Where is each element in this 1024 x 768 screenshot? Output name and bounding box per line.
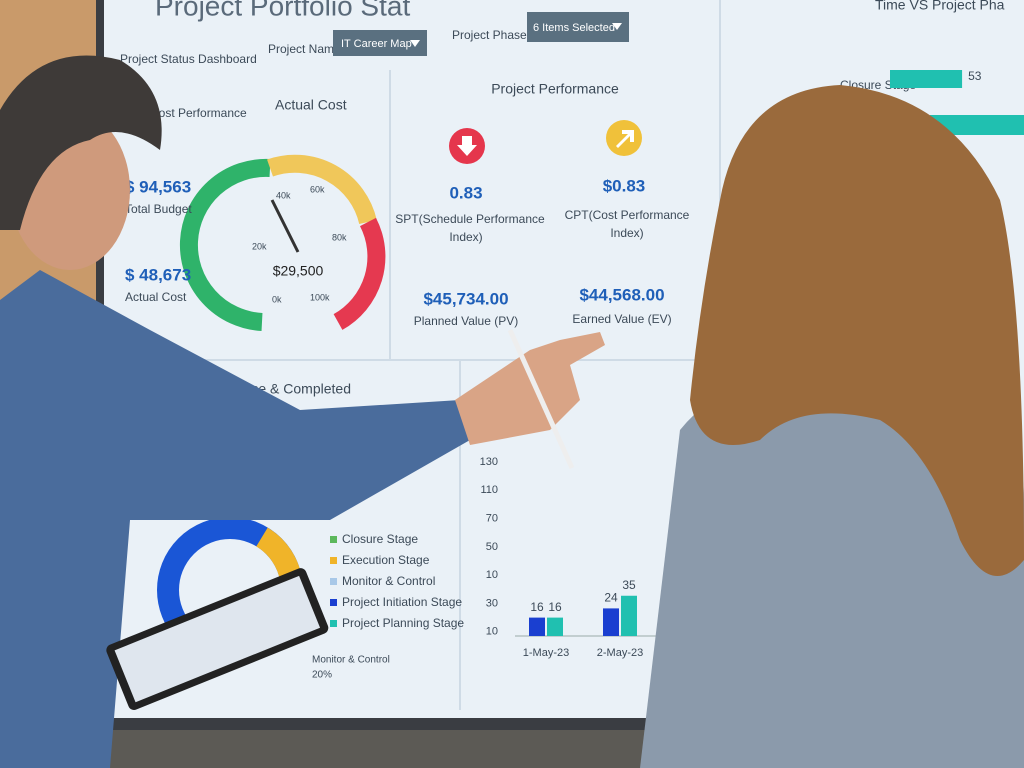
legend: Closure Stage Execution Stage Monitor & Co…	[330, 532, 464, 630]
bar-label: 35	[622, 578, 636, 592]
stylus	[507, 328, 575, 470]
man-hand	[455, 332, 605, 445]
gauge-arc	[179, 158, 271, 331]
dashboard-title: Project Portfolio Stat	[155, 0, 410, 21]
dropdown-arrow	[410, 40, 420, 47]
y-tick-label: 50	[486, 541, 498, 553]
x-tick-label: 1-May-23	[523, 647, 569, 659]
metric-label: Actual Cost	[125, 290, 187, 304]
y-tick-label: 110	[480, 484, 498, 496]
index-label: Index)	[610, 226, 643, 240]
legend-label: Project Planning Stage	[342, 616, 464, 630]
legend-label: Project Initiation Stage	[342, 595, 462, 609]
legend-label: Execution Stage	[342, 553, 430, 567]
metric-label: Total Budget	[125, 202, 192, 216]
bar-label: 16	[548, 600, 562, 614]
panel-title: Time VS Project Pha	[875, 0, 1005, 13]
filter-label: Project Name	[268, 42, 341, 56]
subtitle: Project Status Dashboard	[120, 52, 257, 66]
gauge-title: Actual Cost	[275, 97, 347, 113]
arrow	[457, 136, 477, 156]
bar	[529, 617, 545, 636]
gauge-tick: 0k	[272, 294, 282, 304]
gauge-arc	[267, 154, 377, 225]
value: $44,568.00	[579, 285, 664, 304]
man-hair	[0, 55, 162, 230]
filter-label: Project Phase	[452, 28, 527, 42]
metric-value: $ 94,563	[125, 177, 191, 196]
gauge-tick: 80k	[332, 232, 347, 242]
bar	[621, 595, 637, 636]
value-label: Earned Value (EV)	[572, 312, 671, 326]
legend-label: Monitor & Control	[342, 574, 435, 588]
gauge-tick: 40k	[276, 190, 291, 200]
index-label: SPT(Schedule Performance	[395, 212, 545, 226]
y-tick-label: 30	[486, 597, 498, 609]
bar-label: 24	[604, 591, 618, 605]
gauge-tick: 60k	[310, 184, 325, 194]
woman-hair	[690, 85, 1024, 576]
index-label: CPT(Cost Performance	[565, 208, 690, 222]
metric-value: $ 48,673	[125, 265, 191, 284]
slice-value: 20%	[312, 670, 332, 681]
bar	[603, 608, 619, 636]
legend-swatch	[330, 620, 337, 627]
bar-chart: 130 110 70 50 10 30 10 16 16 1-May-23 24 35 2-May-23	[480, 456, 672, 659]
bar-label: 53	[968, 69, 982, 83]
value: $45,734.00	[423, 289, 508, 308]
legend-swatch	[330, 599, 337, 606]
dropdown-value[interactable]: IT Career Map	[341, 38, 412, 50]
dropdown[interactable]	[333, 30, 427, 56]
bar-label: 16	[530, 600, 544, 614]
index-value: 0.83	[449, 183, 482, 202]
gauge-tick: 100k	[310, 292, 330, 302]
arrow	[616, 130, 634, 148]
gauge-needle	[270, 199, 300, 253]
tablet	[106, 568, 329, 710]
panel-title: Project Performance	[491, 81, 619, 97]
y-tick-label: 10	[486, 569, 498, 581]
bar	[930, 115, 1024, 135]
legend-swatch	[330, 557, 337, 564]
x-tick-label: 2-May-23	[597, 647, 643, 659]
dropdown[interactable]	[527, 12, 629, 42]
bar	[547, 617, 563, 636]
panel-title: Cost Performance	[150, 106, 247, 120]
legend-swatch	[330, 536, 337, 543]
y-tick-label: 10	[486, 626, 498, 638]
index-value: $0.83	[603, 176, 646, 195]
tablet-screen	[114, 575, 321, 703]
y-tick-label: 130	[480, 456, 498, 468]
gauge-tick: 20k	[252, 241, 267, 251]
dropdown-value[interactable]: 6 Items Selected	[533, 22, 615, 34]
legend-swatch	[330, 578, 337, 585]
gauge-value: $29,500	[273, 263, 324, 279]
legend-label: Closure Stage	[342, 532, 418, 546]
bar	[890, 70, 963, 88]
slice-label: Monitor & Control	[312, 655, 390, 666]
value-label: Planned Value (PV)	[414, 314, 519, 328]
dropdown-arrow	[612, 23, 622, 30]
y-tick-label: 70	[486, 513, 498, 525]
gauge-arc	[333, 217, 386, 330]
index-label: Index)	[449, 230, 482, 244]
